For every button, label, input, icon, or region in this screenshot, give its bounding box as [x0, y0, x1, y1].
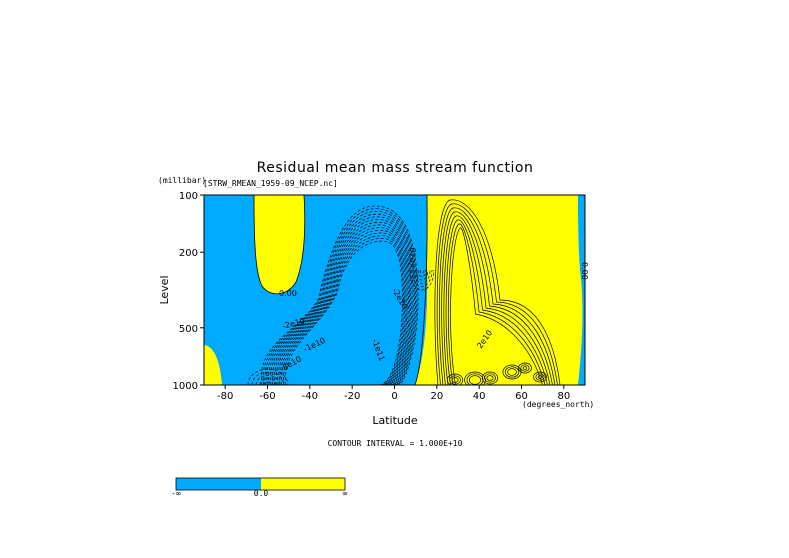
negative-contour-line [264, 211, 416, 385]
negative-contour-line [270, 219, 413, 385]
positive-contour-cell [504, 366, 520, 378]
x-tick-label: 80 [557, 391, 570, 402]
x-tick-label: 40 [473, 391, 486, 402]
x-tick-label: -80 [217, 391, 233, 402]
chart-title: Residual mean mass stream function [257, 160, 534, 176]
x-axis-label: Latitude [372, 414, 418, 427]
negative-contour-line [285, 240, 403, 385]
positive-contour-line [441, 211, 553, 385]
zero-contour-equator [414, 194, 428, 386]
y-axis-label: Level [158, 275, 171, 304]
positive-contour-line [436, 203, 558, 385]
y-units-label: (millibar) [158, 176, 206, 185]
negative-contour-line [260, 205, 419, 385]
positive-contour-cell [466, 373, 484, 385]
positive-contour-cell [520, 364, 530, 372]
positive-region-south-pole [204, 345, 222, 385]
positive-contour-cell [507, 368, 517, 376]
colorbar-tick-label: ∞ [343, 489, 348, 498]
positive-contour-cell [533, 371, 547, 383]
negative-contour-line [272, 221, 412, 385]
negative-contour-line [413, 269, 431, 284]
x-tick-label: -20 [344, 391, 360, 402]
positive-contour-cell [486, 375, 494, 381]
positive-contour-line [434, 199, 561, 385]
negative-contour-line [266, 213, 415, 385]
negative-contour-line [277, 229, 408, 385]
x-axis: -80 -60 -40 -20 0 20 40 60 80 [217, 385, 570, 402]
y-tick-label: 500 [179, 324, 198, 335]
positive-contour-line [439, 207, 556, 385]
negative-contour-line [417, 269, 427, 278]
negative-contour-line [273, 224, 410, 385]
contour-interval: CONTOUR INTERVAL = 1.000E+10 [328, 439, 463, 448]
y-axis: 100 200 500 1000 [173, 191, 204, 392]
colorbar-frame [175, 477, 346, 491]
contour-label: 0.00 [279, 289, 297, 298]
negative-contour-line [415, 269, 429, 281]
contour-label: 2e10 [406, 247, 418, 268]
dataset-label: [STRW_RMEAN_1959-09_NCEP.nc] [203, 179, 338, 188]
x-tick-label: -60 [259, 391, 275, 402]
positive-contour-cell [449, 375, 461, 385]
negative-contour-line [259, 378, 277, 385]
negative-contour-line [419, 269, 425, 274]
positive-contour-line [445, 219, 548, 385]
colorbar-positive [261, 478, 345, 490]
positive-contour-cell [537, 375, 543, 379]
negative-contours [247, 205, 435, 385]
x-tick-label: 60 [515, 391, 528, 402]
y-tick-label: 200 [179, 248, 198, 259]
negative-contour-line [279, 232, 407, 385]
positive-contour-line [450, 227, 543, 385]
x-units-label: (degrees_north) [522, 400, 594, 409]
positive-contour-cell [484, 373, 496, 383]
negative-contour-line [409, 269, 435, 291]
negative-contour-line [411, 269, 433, 288]
x-tick-label: 20 [430, 391, 443, 402]
colorbar-negative [176, 478, 261, 490]
positive-contour-cell [535, 373, 545, 381]
positive-contour-cell [522, 366, 528, 370]
y-tick-label: 1000 [173, 381, 198, 392]
x-tick-label: -40 [302, 391, 318, 402]
negative-contour-line [247, 368, 289, 385]
positive-contour-cell [468, 375, 482, 385]
positive-region-southern-tongue [254, 195, 305, 294]
positive-region-northern [415, 195, 585, 385]
colorbar-tick-label: -∞ [171, 489, 181, 498]
positive-contour-line [447, 223, 546, 385]
negative-region-north-pole [578, 195, 585, 385]
colorbar: -∞ 0.0 ∞ [171, 477, 348, 498]
y-tick-label: 100 [179, 191, 198, 202]
negative-contour-line [275, 227, 409, 385]
x-tick-label: 0 [391, 391, 397, 402]
positive-contour-cell [451, 377, 459, 383]
negative-contour-line [251, 371, 285, 385]
positive-contour-line [443, 215, 551, 385]
negative-contour-line [283, 238, 404, 385]
positive-contour-cell [518, 362, 532, 374]
colorbar-tick-label: 0.0 [254, 489, 269, 498]
positive-contours [434, 199, 561, 385]
negative-contour-line [255, 375, 281, 385]
negative-contour-line [268, 216, 414, 385]
zero-contour [253, 194, 306, 295]
positive-contour-cell [481, 371, 499, 385]
contour-field [204, 195, 585, 385]
negative-contour-line [262, 208, 418, 385]
negative-contour-line [263, 381, 273, 385]
positive-contour-cell [446, 373, 464, 385]
